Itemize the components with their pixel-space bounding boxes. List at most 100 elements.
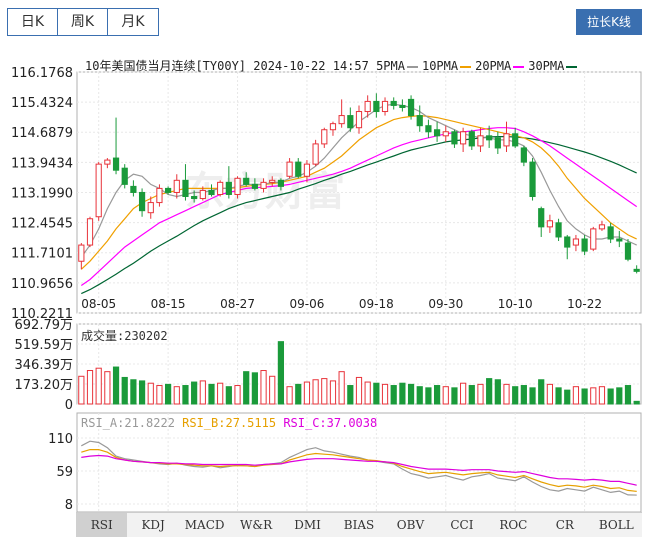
candle-body (355, 111, 363, 129)
volume-bar (503, 383, 510, 405)
volume-bar (86, 370, 94, 405)
volume-bar (269, 375, 276, 405)
volume-bar (191, 381, 198, 405)
candle-body (243, 177, 250, 185)
candle-body (312, 143, 319, 165)
candle-body (538, 208, 545, 228)
tab-obv[interactable]: OBV (396, 518, 425, 532)
candle-body (260, 181, 267, 189)
tab-rsi[interactable]: RSI (76, 513, 128, 537)
candle-body (269, 179, 276, 183)
candle-body (251, 183, 258, 189)
tab-bias[interactable]: BIAS (343, 518, 375, 532)
volume-bar (555, 387, 562, 405)
volume-bar (486, 378, 493, 405)
candle-body (112, 157, 120, 171)
volume-bar (520, 385, 527, 405)
candle-body (581, 238, 588, 252)
volume-bar (199, 380, 206, 405)
x-tick-label: 10-22 (567, 297, 602, 311)
volume-bar (355, 376, 363, 405)
tab-dmi[interactable]: DMI (294, 518, 321, 532)
candle-body (416, 115, 423, 127)
tab-daily[interactable]: 日K (8, 9, 58, 35)
x-tick-label: 09-18 (359, 297, 394, 311)
tab-monthly[interactable]: 月K (108, 9, 158, 35)
rsi-y-tick: 59 (56, 465, 73, 480)
candle-body (295, 161, 302, 177)
tab-macd[interactable]: MACD (184, 518, 225, 532)
candle-body (624, 242, 632, 260)
volume-bar (104, 371, 111, 405)
volume-bar (590, 387, 597, 405)
x-tick-label: 08-05 (81, 297, 116, 311)
volume-bar (217, 382, 224, 405)
x-tick-label: 09-30 (428, 297, 463, 311)
volume-bar (451, 387, 458, 405)
volume-bar (624, 385, 632, 405)
volume-y-tick: 173.20万 (15, 378, 74, 393)
candle-body (86, 218, 94, 246)
volume-bar (598, 386, 606, 405)
candle-body (364, 100, 371, 113)
legend-swatch (406, 65, 418, 68)
volume-bar (112, 366, 120, 405)
volume-bar (303, 381, 311, 405)
candle-body (173, 179, 180, 193)
legend-ma20: 20PMA (475, 59, 528, 73)
candle-body (451, 131, 458, 145)
price-y-tick: 111.7101 (11, 247, 73, 262)
candle-body (572, 238, 580, 246)
volume-bar (234, 385, 241, 405)
tab-kdj[interactable]: KDJ (141, 518, 165, 532)
candle-body (78, 244, 85, 262)
candle-body (373, 100, 380, 113)
candle-body (442, 131, 449, 137)
volume-bar (225, 386, 232, 405)
volume-bar (277, 341, 285, 405)
tab-cci[interactable]: CCI (450, 518, 474, 532)
volume-bar (208, 383, 215, 405)
volume-bar (460, 382, 467, 405)
volume-label: 成交量:230202 (81, 329, 168, 343)
volume-bar (633, 400, 640, 405)
candle-body (147, 202, 154, 214)
candle-body (208, 189, 215, 195)
candle-body (486, 135, 493, 141)
volume-bar (607, 388, 614, 405)
tab-cr[interactable]: CR (555, 518, 574, 532)
candle-body (234, 177, 241, 195)
volume-y-tick: 346.39万 (15, 358, 74, 373)
candle-body (390, 100, 397, 106)
x-tick-label: 08-15 (151, 297, 186, 311)
candle-body (191, 196, 198, 200)
tab-weekly[interactable]: 周K (58, 9, 108, 35)
candle-body (217, 181, 224, 195)
volume-bar (243, 371, 250, 405)
volume-bar (468, 385, 475, 405)
volume-bar (616, 387, 623, 405)
volume-bar (173, 386, 180, 405)
candle-body (165, 187, 172, 193)
candle-body (130, 185, 137, 193)
candle-body (555, 222, 562, 238)
tab-boll[interactable]: BOLL (598, 518, 634, 532)
rsi-y-tick: 8 (65, 498, 73, 513)
price-y-tick: 113.9434 (11, 156, 73, 171)
volume-bar (156, 385, 163, 405)
candle-body (138, 191, 146, 212)
volume-bar (260, 370, 267, 405)
tab-wr[interactable]: W&R (240, 518, 273, 532)
rsi-line-b (81, 449, 637, 492)
rsi-a-label: RSI_A:21.8222 (81, 416, 175, 430)
candle-body (156, 187, 163, 204)
volume-bar (477, 383, 484, 405)
tab-roc[interactable]: ROC (499, 518, 528, 532)
volume-bar (390, 385, 397, 405)
candle-body (199, 189, 206, 200)
legend-ma30: 30PMA (528, 59, 581, 73)
stretch-kline-button[interactable]: 拉长K线 (576, 9, 642, 35)
legend-ma5: 5PMA (376, 59, 422, 73)
candle-body (407, 98, 415, 117)
